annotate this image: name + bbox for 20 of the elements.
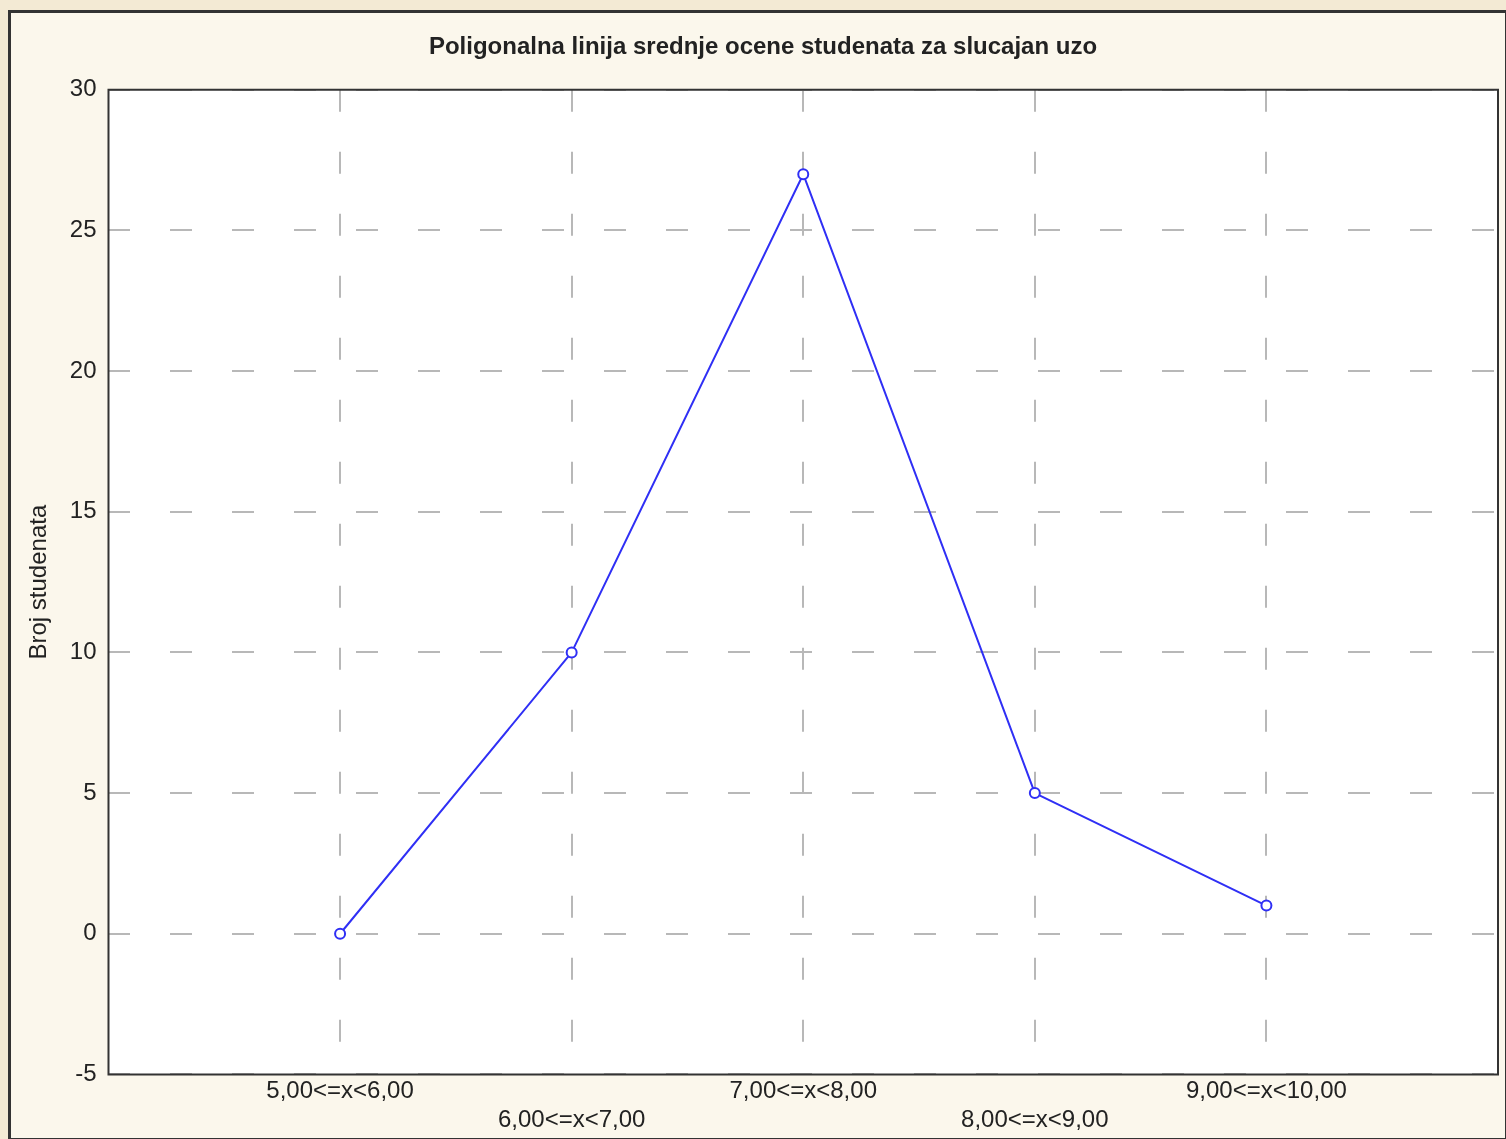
chart-title: Poligonalna linija srednje ocene studenata za slucajan uzo (428, 32, 1098, 60)
point (1260, 899, 1273, 912)
y-axis-title: Broj studenata (24, 504, 52, 660)
x-tick-label: 5,00<=x<6,00 (266, 1076, 414, 1104)
x-tick-label: 9,00<=x<10,00 (1186, 1076, 1347, 1104)
point (334, 927, 347, 940)
y-tick-label: 20 (69, 355, 97, 383)
x-tick-label: 8,00<=x<9,00 (961, 1105, 1109, 1133)
y-tick-label: 15 (69, 496, 97, 524)
point (565, 646, 578, 659)
y-tick-label: 10 (69, 637, 97, 665)
x-tick-label: 6,00<=x<7,00 (497, 1105, 646, 1133)
y-tick-label: -5 (75, 1059, 97, 1087)
y-tick-label: 0 (83, 918, 97, 946)
x-tick-label: 7,00<=x<8,00 (729, 1076, 877, 1104)
y-tick-label: 5 (83, 777, 97, 805)
y-tick-label: 30 (69, 74, 97, 102)
point (1028, 787, 1041, 800)
point (797, 168, 810, 181)
y-tick-label: 25 (69, 215, 97, 243)
